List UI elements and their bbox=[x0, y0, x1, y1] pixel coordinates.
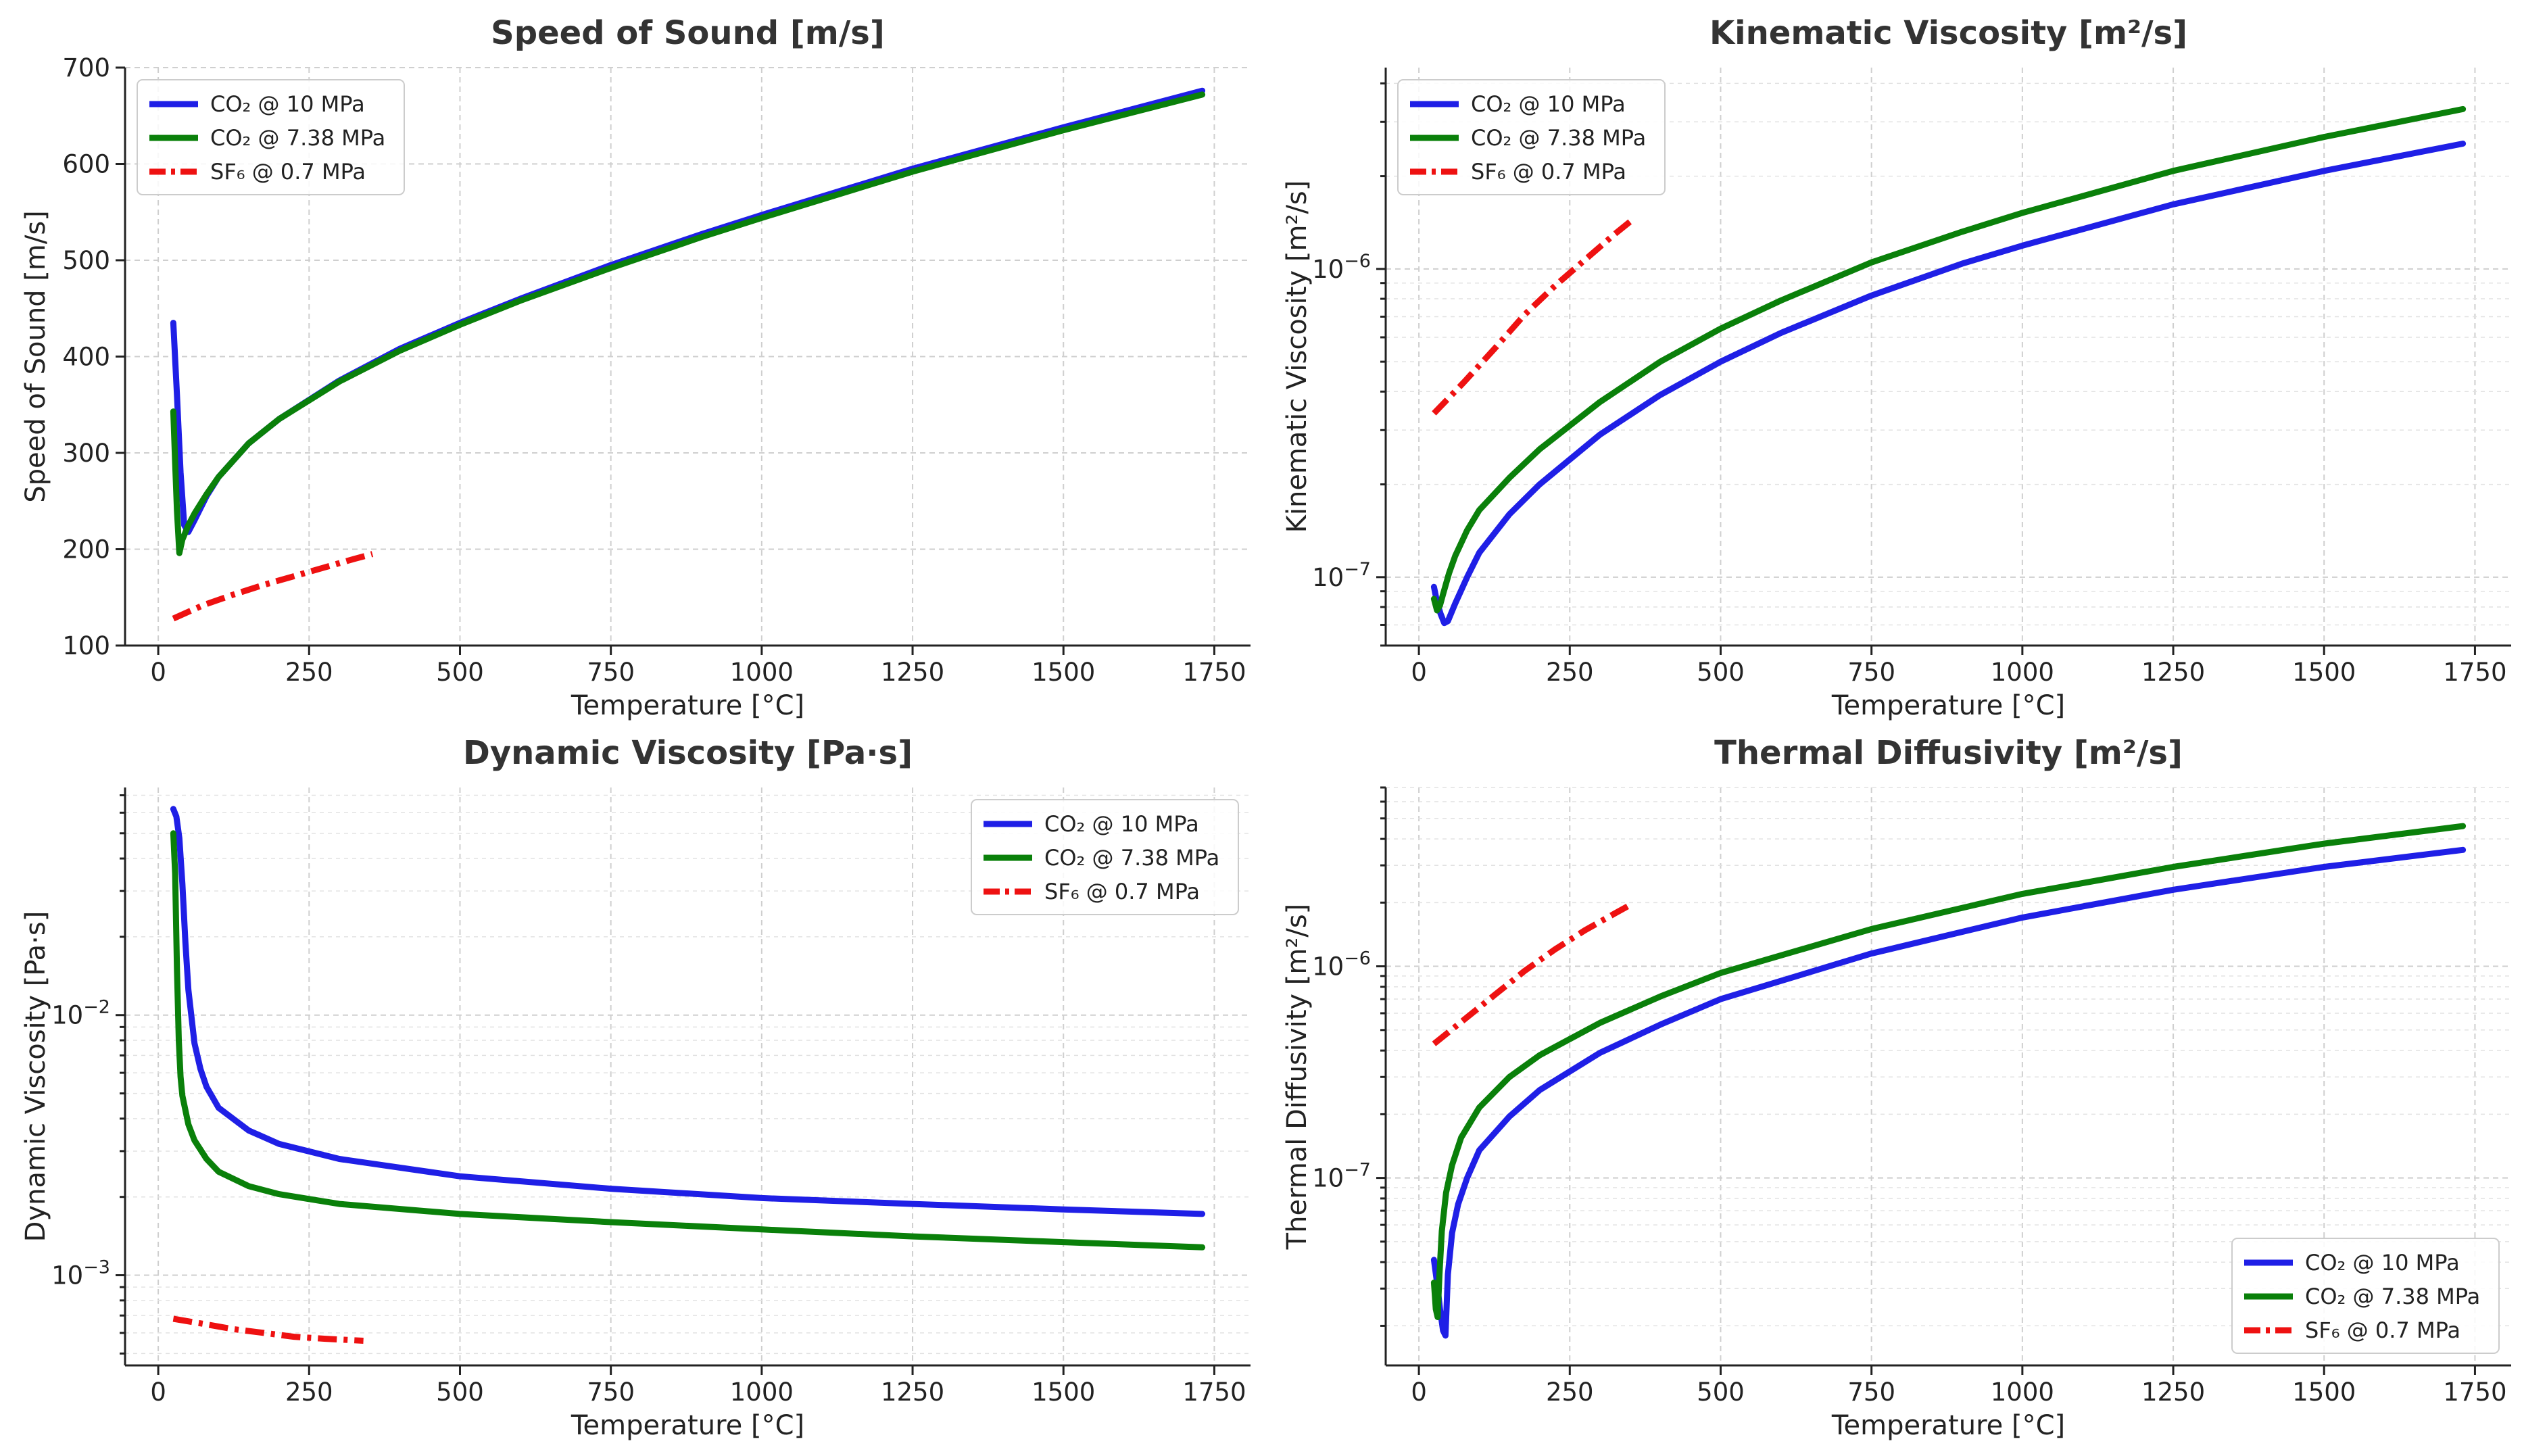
y-axis-label: Thermal Diffusivity [m²/s] bbox=[1282, 904, 1313, 1251]
x-tick-label: 0 bbox=[1411, 658, 1427, 687]
series-line-2 bbox=[170, 830, 1206, 1251]
series-line-2 bbox=[1430, 823, 2467, 1320]
legend-box bbox=[137, 79, 405, 195]
series-line-1 bbox=[1430, 141, 2467, 627]
legend-box bbox=[971, 799, 1239, 915]
y-tick-label: 10−2 bbox=[51, 997, 110, 1030]
chart-title: Speed of Sound [m/s] bbox=[491, 14, 885, 52]
y-tick-label: 10−6 bbox=[1312, 948, 1371, 981]
series-line-3 bbox=[172, 1315, 364, 1344]
y-tick-label: 500 bbox=[62, 246, 110, 275]
x-tick-label: 0 bbox=[150, 658, 166, 687]
legend-label: CO₂ @ 7.38 MPa bbox=[2305, 1284, 2480, 1309]
series-group bbox=[170, 87, 1206, 622]
series-group bbox=[1430, 823, 2467, 1339]
legend-label: SF₆ @ 0.7 MPa bbox=[210, 159, 366, 185]
y-tick-label: 100 bbox=[62, 631, 110, 660]
legend: CO₂ @ 10 MPa CO₂ @ 7.38 MPa SF₆ @ 0.7 MPa bbox=[2231, 1238, 2500, 1354]
x-tick-label: 1500 bbox=[2292, 658, 2356, 687]
legend-label: CO₂ @ 7.38 MPa bbox=[1471, 125, 1646, 151]
series-line-2 bbox=[170, 91, 1206, 556]
x-tick-label: 1500 bbox=[2292, 1378, 2356, 1407]
chart-panel-2: 0 250 500 750 1000 1250 1500 175010−710−6Kinema… bbox=[1282, 14, 2511, 721]
series-line-1 bbox=[170, 806, 1206, 1217]
x-tick-label: 500 bbox=[1697, 658, 1745, 687]
legend-label: CO₂ @ 10 MPa bbox=[210, 91, 365, 117]
y-tick-label: 10−7 bbox=[1312, 559, 1371, 592]
legend-box bbox=[2231, 1238, 2500, 1354]
chart-panel-4: 0 250 500 750 1000 1250 1500 175010−710−6Therma… bbox=[1282, 734, 2511, 1441]
x-tick-label: 500 bbox=[436, 1378, 484, 1407]
x-axis-label: Temperature [°C] bbox=[571, 690, 804, 721]
x-tick-label: 1250 bbox=[2141, 658, 2205, 687]
chart-panel-3: 0 250 500 750 1000 1250 1500 175010−310−2Dynami… bbox=[20, 734, 1251, 1441]
y-tick-label: 700 bbox=[62, 53, 110, 82]
x-tick-label: 1750 bbox=[1182, 1378, 1246, 1407]
x-axis-label: Temperature [°C] bbox=[571, 1410, 804, 1441]
y-axis-label: Speed of Sound [m/s] bbox=[20, 210, 51, 503]
x-tick-label: 500 bbox=[1697, 1378, 1745, 1407]
legend: CO₂ @ 10 MPa CO₂ @ 7.38 MPa SF₆ @ 0.7 MPa bbox=[1397, 79, 1666, 195]
x-axis-label: Temperature [°C] bbox=[1831, 690, 2065, 721]
series-line-1 bbox=[1430, 846, 2467, 1339]
y-axis-label: Dynamic Viscosity [Pa·s] bbox=[20, 911, 51, 1242]
x-tick-label: 1000 bbox=[730, 1378, 794, 1407]
series-line-2 bbox=[1430, 105, 2467, 614]
x-tick-label: 0 bbox=[150, 1378, 166, 1407]
x-tick-label: 750 bbox=[1847, 1378, 1895, 1407]
legend-label: SF₆ @ 0.7 MPa bbox=[1044, 879, 1200, 904]
chart-title: Kinematic Viscosity [m²/s] bbox=[1709, 14, 2187, 52]
x-tick-label: 1500 bbox=[1032, 1378, 1095, 1407]
x-tick-label: 1750 bbox=[1182, 658, 1246, 687]
series-line-3 bbox=[172, 551, 374, 622]
legend-label: CO₂ @ 7.38 MPa bbox=[210, 125, 385, 151]
y-axis-label: Kinematic Viscosity [m²/s] bbox=[1282, 180, 1313, 533]
x-tick-label: 1500 bbox=[1032, 658, 1095, 687]
x-tick-label: 750 bbox=[1847, 658, 1895, 687]
x-tick-label: 750 bbox=[587, 658, 635, 687]
gridlines bbox=[116, 787, 1251, 1365]
x-tick-label: 250 bbox=[1546, 1378, 1594, 1407]
x-tick-label: 250 bbox=[285, 658, 333, 687]
x-tick-label: 1750 bbox=[2443, 1378, 2506, 1407]
x-tick-label: 1750 bbox=[2443, 658, 2506, 687]
x-axis-label: Temperature [°C] bbox=[1831, 1410, 2065, 1441]
series-group bbox=[170, 806, 1206, 1344]
x-tick-label: 0 bbox=[1411, 1378, 1427, 1407]
legend-label: CO₂ @ 10 MPa bbox=[1044, 811, 1199, 837]
y-tick-label: 200 bbox=[62, 535, 110, 564]
y-tick-label: 600 bbox=[62, 150, 110, 179]
y-tick-label: 10−7 bbox=[1312, 1160, 1371, 1193]
x-tick-label: 1250 bbox=[2141, 1378, 2205, 1407]
y-tick-label: 10−3 bbox=[51, 1257, 110, 1290]
legend-label: CO₂ @ 10 MPa bbox=[2305, 1250, 2460, 1276]
legend-label: SF₆ @ 0.7 MPa bbox=[2305, 1317, 2460, 1343]
x-tick-label: 250 bbox=[1546, 658, 1594, 687]
x-tick-label: 1000 bbox=[730, 658, 794, 687]
chart-title: Thermal Diffusivity [m²/s] bbox=[1714, 734, 2183, 772]
chart-panel-1: 0 250 500 750 1000 1250 1500 1750 100 200 300 400 50… bbox=[20, 14, 1251, 721]
x-tick-label: 1000 bbox=[1991, 1378, 2054, 1407]
legend: CO₂ @ 10 MPa CO₂ @ 7.38 MPa SF₆ @ 0.7 MPa bbox=[137, 79, 405, 195]
legend-label: CO₂ @ 7.38 MPa bbox=[1044, 845, 1219, 871]
series-line-3 bbox=[1432, 216, 1635, 416]
x-tick-label: 1250 bbox=[881, 658, 944, 687]
chart-title: Dynamic Viscosity [Pa·s] bbox=[463, 734, 913, 772]
legend-label: CO₂ @ 10 MPa bbox=[1471, 91, 1626, 117]
legend: CO₂ @ 10 MPa CO₂ @ 7.38 MPa SF₆ @ 0.7 MPa bbox=[971, 799, 1239, 915]
y-tick-label: 400 bbox=[62, 343, 110, 372]
x-tick-label: 750 bbox=[587, 1378, 635, 1407]
x-tick-label: 250 bbox=[285, 1378, 333, 1407]
x-tick-label: 500 bbox=[436, 658, 484, 687]
series-group bbox=[1430, 105, 2467, 627]
series-line-3 bbox=[1432, 902, 1632, 1046]
legend-box bbox=[1397, 79, 1666, 195]
x-tick-label: 1000 bbox=[1991, 658, 2054, 687]
y-tick-label: 300 bbox=[62, 439, 110, 468]
y-tick-label: 10−6 bbox=[1312, 251, 1371, 284]
x-tick-label: 1250 bbox=[881, 1378, 944, 1407]
legend-label: SF₆ @ 0.7 MPa bbox=[1471, 159, 1626, 185]
